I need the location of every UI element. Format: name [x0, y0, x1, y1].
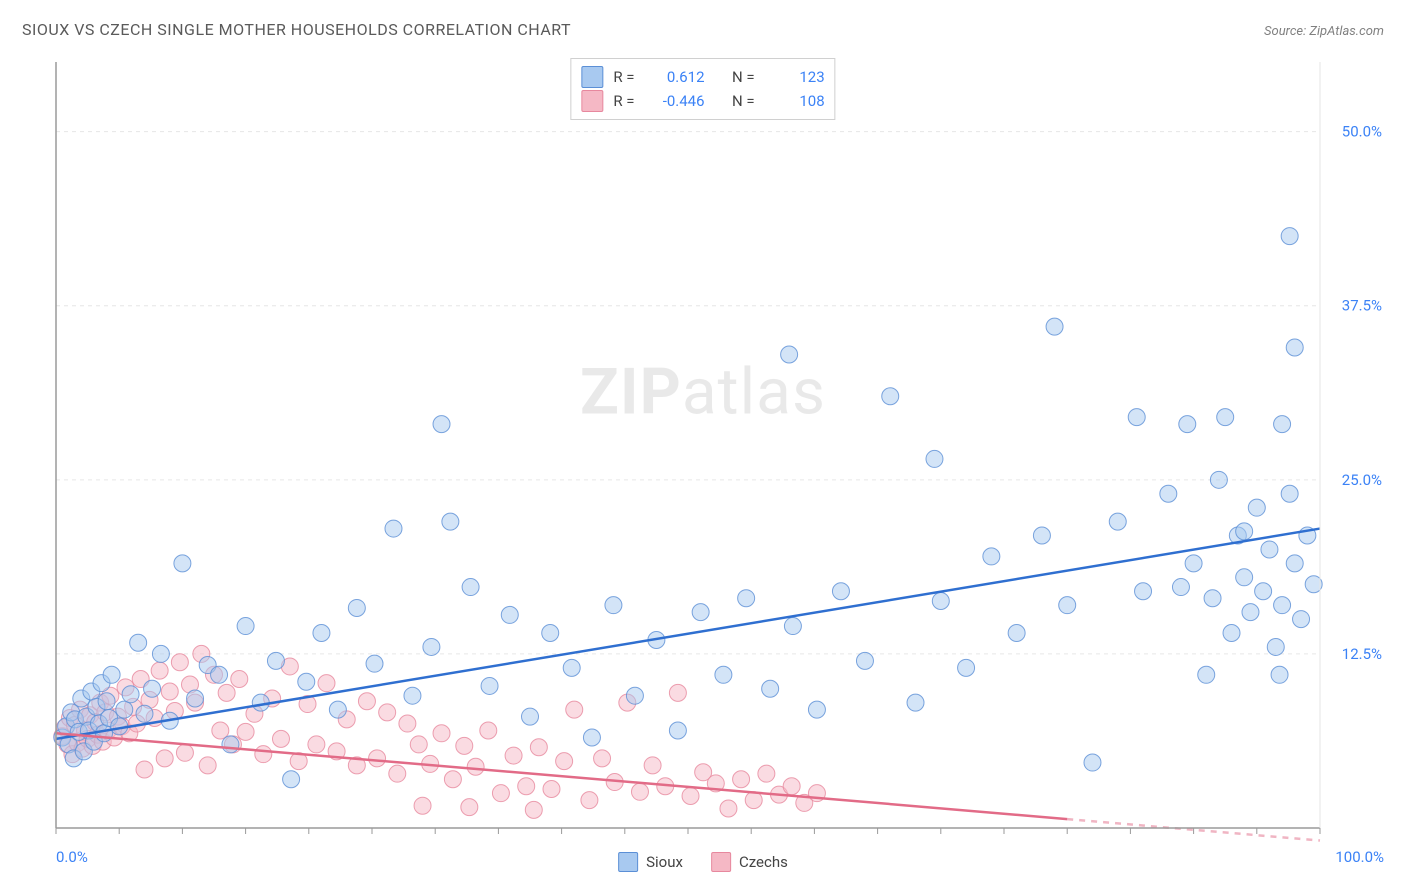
sioux-swatch-icon: [618, 852, 638, 872]
sioux-swatch-icon: [581, 66, 603, 88]
source-label: Source: ZipAtlas.com: [1264, 24, 1384, 39]
czech-swatch-icon: [581, 90, 603, 112]
r-label: R =: [613, 65, 634, 89]
svg-text:12.5%: 12.5%: [1342, 645, 1382, 663]
svg-text:25.0%: 25.0%: [1342, 471, 1382, 489]
series-legend: Sioux Czechs: [618, 852, 788, 872]
chart-title: SIOUX VS CZECH SINGLE MOTHER HOUSEHOLDS …: [22, 20, 571, 39]
czech-r-value: -0.446: [645, 89, 705, 113]
r-label: R =: [613, 89, 634, 113]
n-label: N =: [732, 89, 755, 113]
legend-item-czech: Czechs: [711, 852, 788, 872]
legend-item-sioux: Sioux: [618, 852, 683, 872]
czech-n-value: 108: [765, 89, 825, 113]
legend-row-czech: R = -0.446 N = 108: [581, 89, 824, 113]
sioux-n-value: 123: [765, 65, 825, 89]
sioux-label: Sioux: [646, 853, 683, 871]
n-label: N =: [732, 65, 755, 89]
czech-label: Czechs: [739, 853, 788, 871]
x-max-label: 100.0%: [1335, 848, 1384, 866]
correlation-legend: R = 0.612 N = 123 R = -0.446 N = 108: [570, 58, 835, 120]
czech-swatch-icon: [711, 852, 731, 872]
scatter-chart: 12.5% 25.0% 37.5% 50.0%: [50, 52, 1390, 842]
svg-text:37.5%: 37.5%: [1342, 297, 1382, 315]
sioux-r-value: 0.612: [645, 65, 705, 89]
svg-text:50.0%: 50.0%: [1342, 123, 1382, 141]
x-min-label: 0.0%: [56, 848, 88, 866]
legend-row-sioux: R = 0.612 N = 123: [581, 65, 824, 89]
plot-area: 12.5% 25.0% 37.5% 50.0%: [50, 52, 1390, 842]
